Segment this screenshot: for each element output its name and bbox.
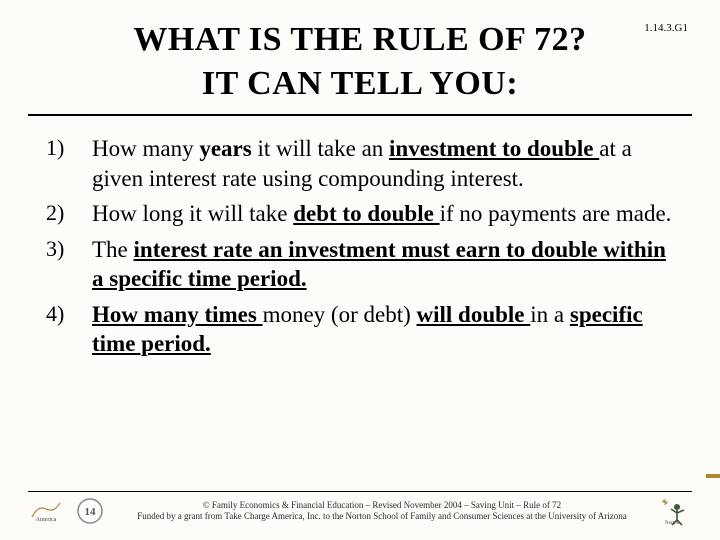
item-text: The interest rate an investment must ear… [92, 235, 682, 294]
item-text: How many times money (or debt) will doub… [92, 300, 682, 359]
text-run: interest rate an investment must earn to… [92, 237, 666, 291]
slide: 1.14.3.G1 What is the rule of 72? It can… [0, 0, 720, 540]
credit-line-2: Funded by a grant from Take Charge Ameri… [116, 511, 648, 522]
text-run: How long it will take [92, 201, 293, 226]
text-run: money (or debt) [263, 302, 417, 327]
logo-left-icon: America [28, 496, 64, 526]
item-number: 2) [46, 199, 92, 228]
title-line-2: It can tell you: [202, 65, 518, 102]
title-divider [28, 114, 692, 116]
item-text: How long it will take debt to double if … [92, 199, 682, 228]
footer-divider [28, 491, 692, 492]
footer-row: America 14 © Family Economics & Financia… [28, 496, 692, 526]
svg-text:America: America [36, 517, 57, 523]
text-run: How many times [92, 302, 263, 327]
text-run: debt to double [293, 201, 439, 226]
text-run: if no payments are made. [440, 201, 672, 226]
svg-text:14: 14 [85, 506, 97, 518]
item-number: 4) [46, 300, 92, 359]
item-text: How many years it will take an investmen… [92, 134, 682, 193]
footer: America 14 © Family Economics & Financia… [0, 491, 720, 526]
text-run: in a [530, 302, 570, 327]
item-number: 1) [46, 134, 92, 193]
accent-bar [706, 474, 720, 478]
text-run: The [92, 237, 134, 262]
slide-code: 1.14.3.G1 [644, 22, 688, 34]
logo-right-icon: Norton [656, 496, 692, 526]
list-item: 3) The interest rate an investment must … [46, 235, 682, 294]
list-item: 2) How long it will take debt to double … [46, 199, 682, 228]
text-run: How many [92, 136, 199, 161]
badge-icon: 14 [72, 496, 108, 526]
credit-line-1: © Family Economics & Financial Education… [116, 500, 648, 511]
text-run: investment to double [389, 136, 599, 161]
item-number: 3) [46, 235, 92, 294]
text-run: years [199, 136, 251, 161]
slide-title: What is the rule of 72? It can tell you: [28, 18, 692, 114]
text-run: will double [417, 302, 531, 327]
title-line-1: What is the rule of 72? [133, 21, 586, 58]
numbered-list: 1) How many years it will take an invest… [28, 134, 692, 358]
credit-text: © Family Economics & Financial Education… [116, 500, 648, 523]
list-item: 1) How many years it will take an invest… [46, 134, 682, 193]
svg-text:Norton: Norton [665, 521, 680, 526]
list-item: 4) How many times money (or debt) will d… [46, 300, 682, 359]
text-run: it will take an [252, 136, 389, 161]
